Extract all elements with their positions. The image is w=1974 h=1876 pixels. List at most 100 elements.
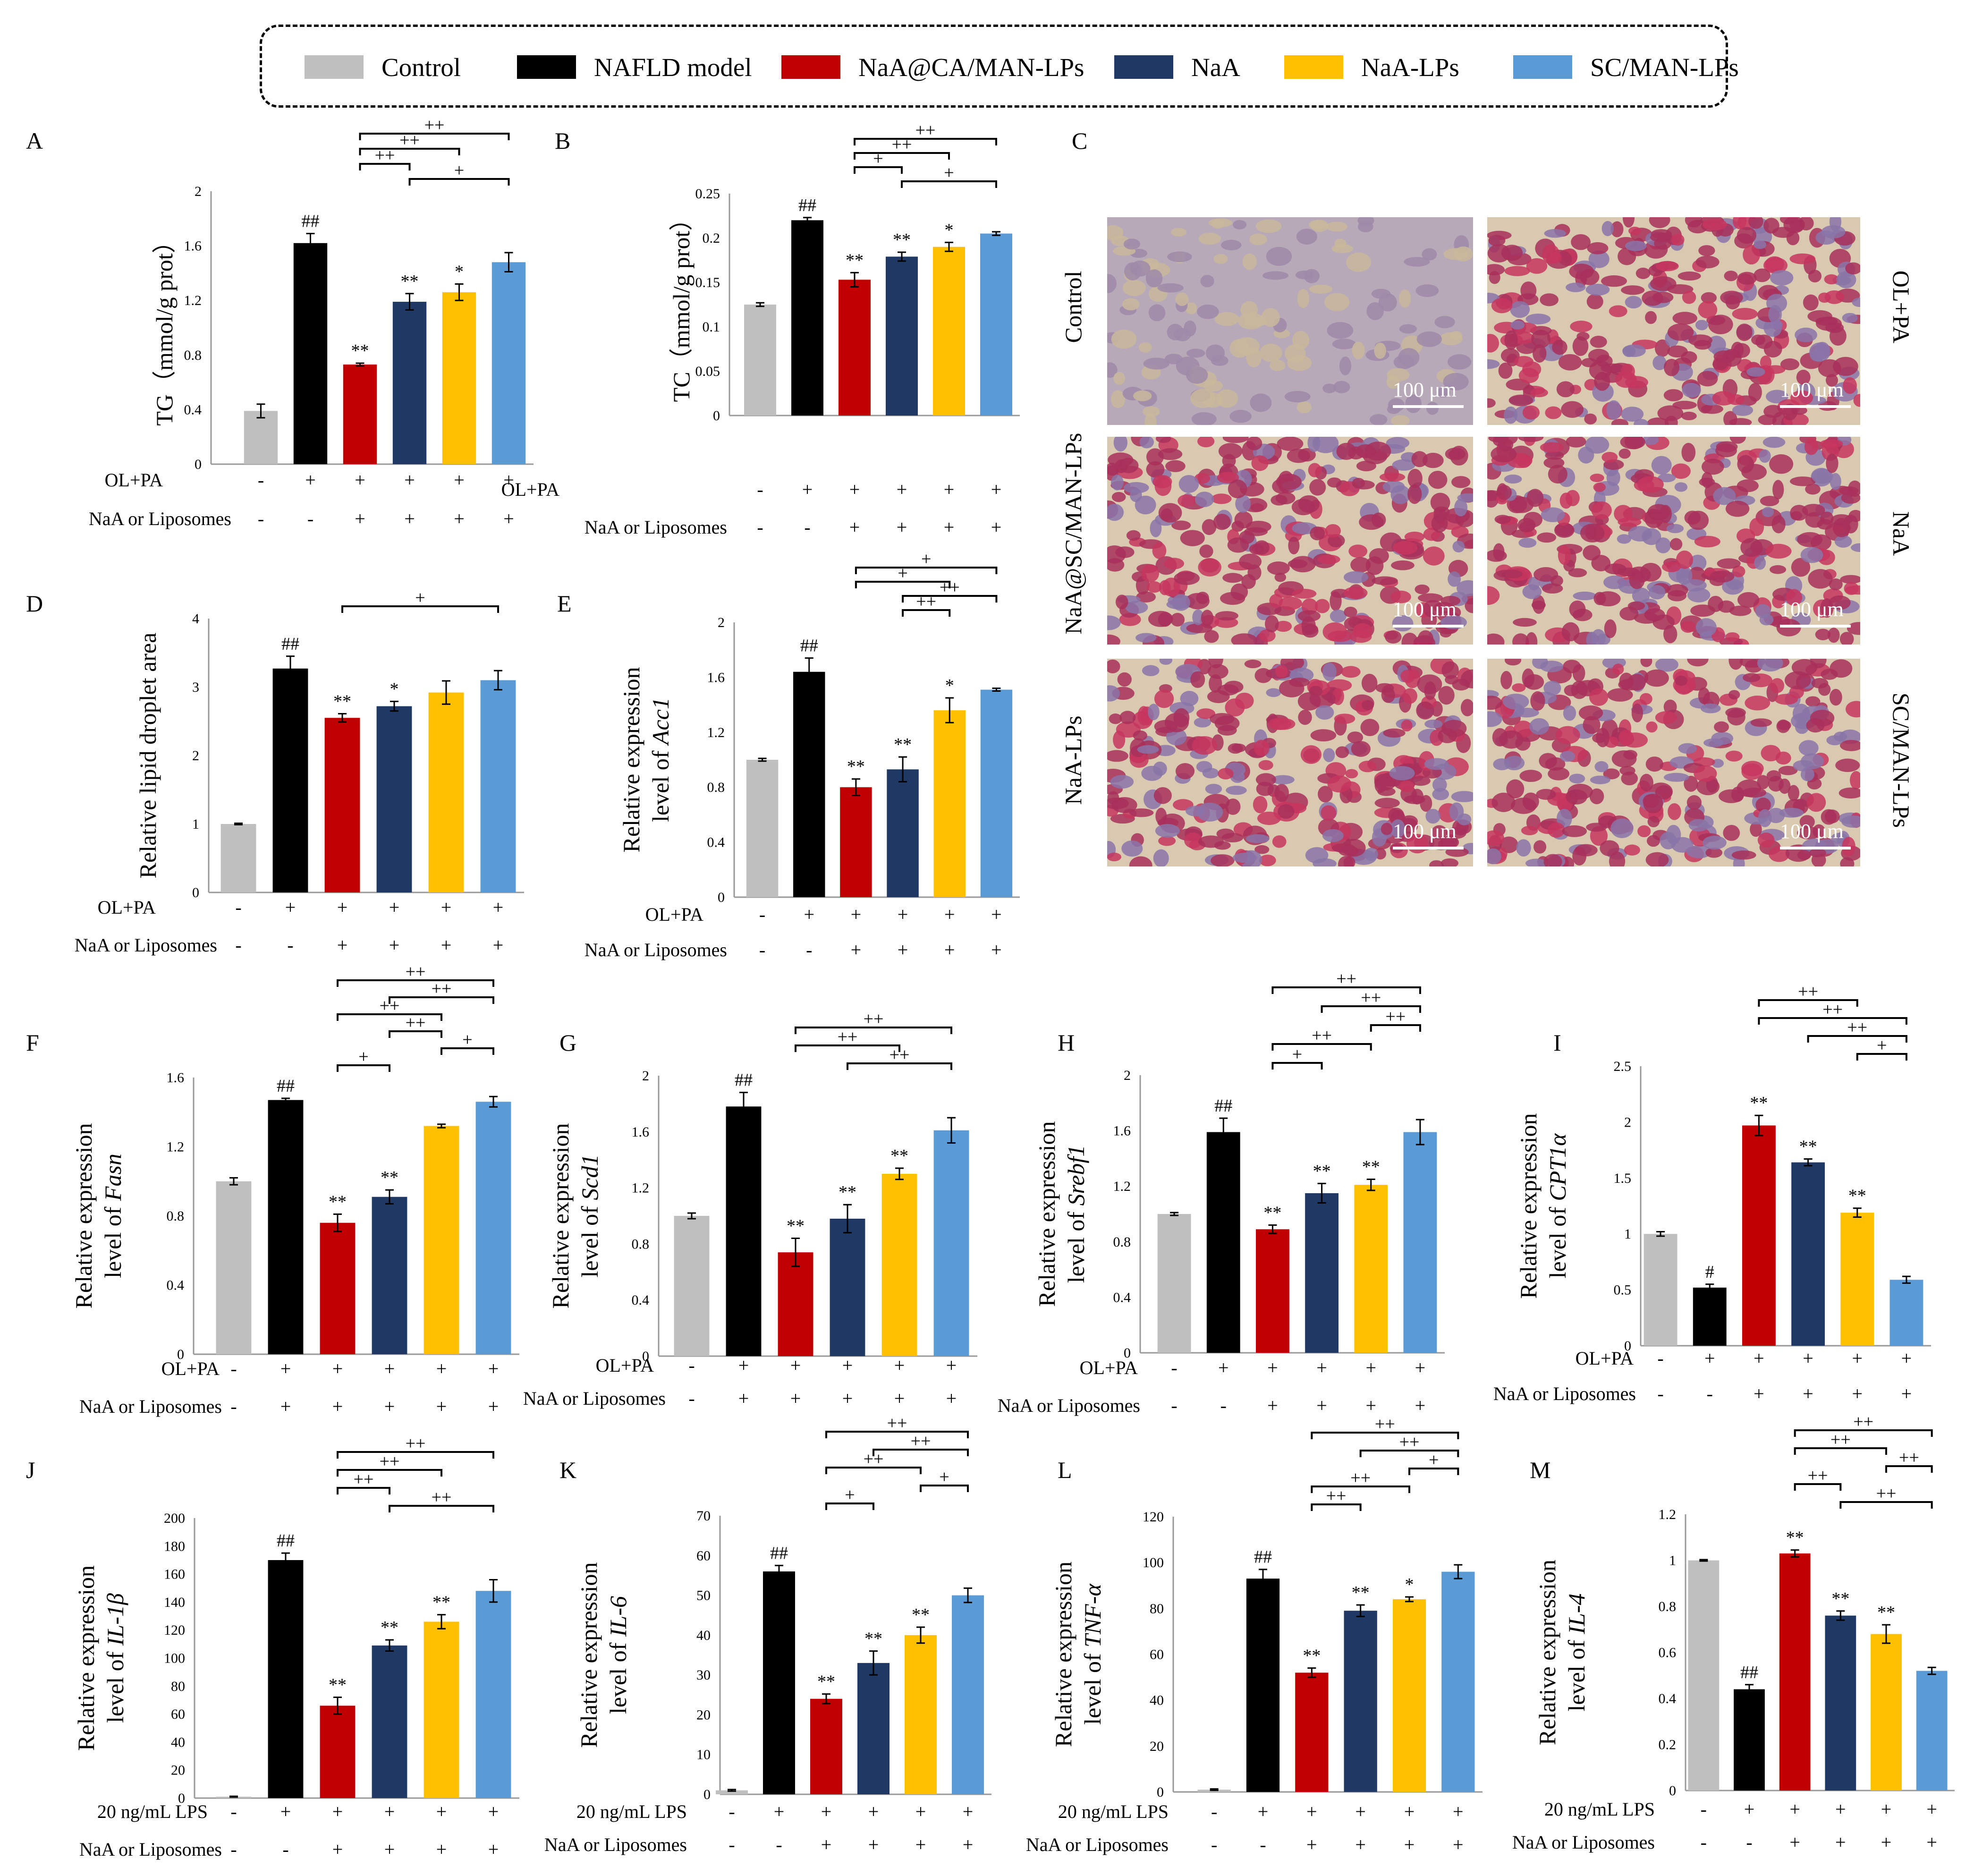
cell-stain [1325, 221, 1347, 232]
cell-stain [1288, 559, 1308, 569]
treatment-sign: + [441, 897, 452, 918]
treatment-sign: + [1415, 1357, 1426, 1378]
bar [905, 1635, 937, 1794]
cell-stain [1175, 763, 1195, 780]
legend-item: NaA@CA/MAN-LPs [781, 53, 1084, 82]
chart-panel-G: G 0 0.4 0.8 1.2 1.6 2 Relative expression level … [523, 1009, 977, 1409]
comparison-bracket [1856, 1053, 1907, 1061]
comparison-label: ++ [915, 120, 936, 140]
cell-stain [1682, 290, 1696, 304]
cell-stain [1213, 514, 1231, 530]
cell-stain [1207, 690, 1230, 704]
cell-stain [1619, 606, 1639, 621]
cell-stain [1211, 493, 1232, 504]
cell-stain [1699, 477, 1715, 487]
comparison-label: ++ [940, 577, 960, 597]
cell-stain [1657, 405, 1684, 421]
cell-stain [1325, 524, 1341, 538]
cell-stain [1748, 382, 1762, 402]
significance-label: ## [281, 634, 299, 654]
cell-stain [1302, 624, 1319, 638]
y-tick-label: 1.6 [632, 1124, 650, 1140]
cell-stain [1153, 787, 1172, 804]
cell-stain [1728, 690, 1740, 700]
treatment-sign: + [1852, 1348, 1863, 1369]
cell-stain [1797, 850, 1811, 860]
treatment-sign: - [757, 479, 763, 500]
cell-stain [1753, 240, 1767, 249]
cell-stain [1694, 535, 1720, 548]
cell-stain [1790, 390, 1813, 406]
microscopy-image: 100 μm [1487, 437, 1860, 645]
y-tick-label: 1 [1669, 1553, 1676, 1569]
cell-stain [1175, 292, 1189, 306]
y-axis-label-text: level of [605, 1637, 631, 1714]
bar [372, 1645, 407, 1798]
cell-stain [1309, 284, 1332, 294]
cell-stain [1383, 728, 1406, 738]
gene-name: Fasn [100, 1154, 126, 1201]
y-tick-label: 0.4 [707, 835, 725, 850]
cell-stain [1712, 391, 1735, 406]
cell-stain [1117, 672, 1132, 687]
cell-stain [1357, 221, 1373, 233]
cell-stain [1267, 561, 1290, 575]
comparison-bracket [359, 163, 411, 170]
cell-stain [1763, 318, 1782, 337]
treatment-row-label: NaA or Liposomes [523, 1388, 666, 1409]
treatment-row-label: NaA or Liposomes [89, 508, 231, 529]
cell-stain [1359, 514, 1384, 530]
y-tick-label: 1 [192, 816, 199, 832]
treatment-sign: + [868, 1801, 879, 1822]
cell-stain [1312, 437, 1339, 453]
comparison-label: ++ [406, 1013, 426, 1033]
significance-label: ## [800, 636, 818, 656]
cell-stain [1522, 668, 1534, 688]
cell-stain [1197, 437, 1215, 448]
cell-stain [1107, 274, 1117, 293]
cell-stain [1698, 687, 1710, 705]
scale-bar [1393, 847, 1464, 849]
treatment-sign: + [1267, 1395, 1278, 1416]
cell-stain [1424, 758, 1449, 770]
cell-stain [1750, 718, 1772, 727]
cell-stain [1778, 765, 1798, 775]
y-axis-label-text: level of [1563, 1634, 1590, 1712]
cell-stain [1829, 688, 1842, 706]
cell-stain [1684, 510, 1701, 525]
comparison-bracket [341, 605, 499, 613]
cell-stain [1199, 544, 1213, 558]
bar [1916, 1671, 1948, 1791]
bar [674, 1216, 710, 1356]
cell-stain [1655, 261, 1679, 272]
significance-label: ## [770, 1543, 788, 1563]
cell-stain [1450, 331, 1462, 340]
cell-stain [1723, 411, 1737, 425]
comparison-bracket [1408, 1468, 1459, 1475]
cell-stain [1644, 608, 1665, 621]
cell-stain [1841, 492, 1860, 504]
cell-stain [1625, 240, 1647, 251]
cell-stain [1364, 848, 1378, 861]
panel-letter: F [26, 1029, 39, 1056]
panel-letter: K [559, 1457, 576, 1483]
treatment-sign: - [1657, 1348, 1663, 1369]
y-tick-label: 2.5 [1614, 1059, 1632, 1074]
cell-stain [1174, 328, 1191, 341]
cell-stain [1333, 381, 1350, 393]
treatment-sign: - [235, 934, 241, 956]
bar [881, 1173, 917, 1356]
cell-stain [1611, 418, 1628, 425]
cell-stain [1761, 745, 1781, 762]
scale-bar [1780, 847, 1851, 849]
cell-stain [1257, 811, 1281, 825]
cell-stain [1145, 269, 1163, 288]
cell-stain [1171, 594, 1190, 611]
cell-stain [1514, 356, 1534, 367]
treatment-row-label: NaA or Liposomes [998, 1395, 1140, 1416]
bar [216, 1181, 252, 1354]
bar [952, 1595, 984, 1794]
comparison-bracket [847, 1062, 952, 1070]
